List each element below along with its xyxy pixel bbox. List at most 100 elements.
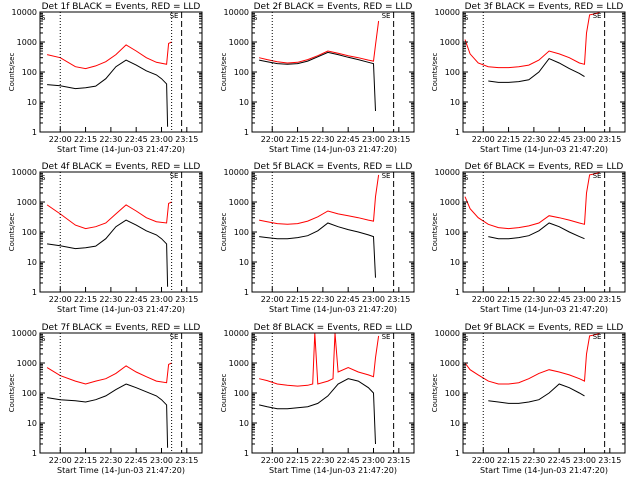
y-axis-label: Counts/sec [220, 213, 228, 252]
y-tick-label: 1000 [229, 38, 249, 47]
x-tick-label: 23:00 [150, 456, 173, 465]
panel-title: Det 2f BLACK = Events, RED = LLD [254, 2, 413, 12]
y-tick-label: 100 [234, 389, 249, 398]
x-tick-label: 22:30 [99, 135, 122, 144]
x-tick-label: 22:00 [472, 456, 495, 465]
plot-frame [251, 332, 415, 454]
y-tick-label: 10000 [435, 329, 460, 338]
y-tick-label: 10 [239, 258, 249, 267]
y-tick-label: 10 [239, 98, 249, 107]
y-tick-label: 100 [22, 228, 37, 237]
panel-title: Det 1f BLACK = Events, RED = LLD [42, 2, 201, 12]
panel-title: Det 7f BLACK = Events, RED = LLD [42, 323, 201, 333]
x-tick-label: 23:15 [387, 295, 410, 304]
series-lld-line [258, 20, 380, 64]
plot-frame [251, 171, 415, 293]
plot-frame [39, 332, 203, 454]
x-tick-label: 22:45 [125, 135, 148, 144]
y-tick-label: 100 [445, 389, 460, 398]
y-tick-label: 1000 [229, 198, 249, 207]
x-tick-label: 22:00 [49, 135, 72, 144]
plot-frame [462, 332, 626, 454]
x-tick-label: 22:15 [74, 295, 97, 304]
y-tick-label: 10 [450, 98, 460, 107]
corner-marker: S [464, 14, 469, 22]
y-tick-label: 10 [27, 419, 37, 428]
panel-title: Det 9f BLACK = Events, RED = LLD [465, 323, 624, 333]
series-lld-line [464, 172, 600, 230]
x-tick-label: 22:15 [74, 135, 97, 144]
series-lld-line [464, 12, 600, 69]
series-lld-line [259, 174, 380, 225]
y-tick-label: 10 [450, 258, 460, 267]
x-tick-label: 22:00 [472, 135, 495, 144]
x-axis-label: Start Time (14-Jun-03 21:47:20) [269, 145, 397, 154]
x-tick-label: 22:00 [49, 456, 72, 465]
x-axis-label: Start Time (14-Jun-03 21:47:20) [57, 305, 185, 314]
x-tick-label: 23:00 [150, 135, 173, 144]
x-tick-label: 22:45 [337, 135, 360, 144]
y-tick-label: 1000 [17, 359, 37, 368]
panel-det-8f: Det 8f BLACK = Events, RED = LLD 1 10 100 10… [220, 323, 415, 475]
y-tick-label: 1000 [440, 38, 460, 47]
y-tick-label: 100 [22, 68, 37, 77]
x-tick-label: 23:00 [362, 295, 385, 304]
x-tick-label: 22:45 [125, 456, 148, 465]
x-tick-label: 22:00 [49, 295, 72, 304]
y-tick-label: 1000 [17, 198, 37, 207]
panel-title: Det 4f BLACK = Events, RED = LLD [42, 162, 201, 172]
top-marker: SE [593, 172, 602, 180]
y-tick-label: 10 [27, 258, 37, 267]
series-events-line [488, 383, 585, 404]
series-events-line [47, 383, 169, 448]
x-tick-label: 23:00 [573, 295, 596, 304]
x-tick-label: 22:30 [99, 295, 122, 304]
x-axis-label: Start Time (14-Jun-03 21:47:20) [480, 466, 608, 475]
series-events-line [47, 219, 169, 287]
x-axis-label: Start Time (14-Jun-03 21:47:20) [480, 305, 608, 314]
y-tick-label: 10 [239, 419, 249, 428]
x-tick-label: 23:15 [598, 135, 621, 144]
x-axis-label: Start Time (14-Jun-03 21:47:20) [57, 145, 185, 154]
top-marker: SE [593, 333, 602, 341]
series-events-line [259, 222, 376, 278]
y-tick-label: 10000 [435, 168, 460, 177]
panel-title: Det 6f BLACK = Events, RED = LLD [465, 162, 624, 172]
series-events-line [259, 51, 376, 112]
x-tick-label: 22:30 [311, 135, 334, 144]
y-tick-label: 1 [455, 128, 460, 137]
series-lld-line [258, 333, 380, 387]
y-tick-label: 1 [32, 288, 37, 297]
y-tick-label: 1 [455, 449, 460, 458]
corner-marker: S [41, 335, 46, 343]
y-tick-label: 100 [234, 68, 249, 77]
x-tick-label: 23:15 [175, 295, 198, 304]
corner-marker: S [41, 14, 46, 22]
y-tick-label: 1 [244, 449, 249, 458]
panel-det-7f: Det 7f BLACK = Events, RED = LLD 1 10 100 10… [8, 323, 203, 475]
x-tick-label: 23:15 [387, 456, 410, 465]
y-tick-label: 100 [445, 228, 460, 237]
y-tick-label: 1 [32, 128, 37, 137]
x-tick-label: 23:00 [573, 135, 596, 144]
top-marker: SE [170, 172, 179, 180]
y-axis-label: Counts/sec [8, 374, 16, 413]
y-axis-label: Counts/sec [431, 374, 439, 413]
y-axis-label: Counts/sec [8, 53, 16, 92]
panel-det-2f: Det 2f BLACK = Events, RED = LLD 1 10 100 10… [220, 2, 415, 154]
x-tick-label: 22:45 [548, 135, 571, 144]
x-tick-label: 23:00 [150, 295, 173, 304]
panel-det-5f: Det 5f BLACK = Events, RED = LLD 1 10 100 10… [220, 162, 415, 314]
y-axis-label: Counts/sec [220, 53, 228, 92]
panel-det-3f: Det 3f BLACK = Events, RED = LLD 1 10 100 10… [431, 2, 626, 154]
top-marker: SE [593, 12, 602, 20]
y-axis-label: Counts/sec [431, 53, 439, 92]
y-tick-label: 10000 [12, 329, 37, 338]
top-marker: SE [382, 12, 391, 20]
x-tick-label: 23:15 [175, 456, 198, 465]
x-tick-label: 22:45 [548, 295, 571, 304]
x-tick-label: 22:15 [497, 295, 520, 304]
x-tick-label: 22:30 [99, 456, 122, 465]
x-tick-label: 22:45 [125, 295, 148, 304]
